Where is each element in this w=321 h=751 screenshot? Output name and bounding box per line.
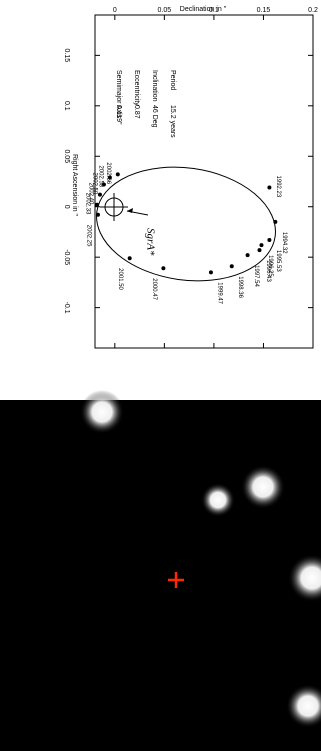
data-point — [161, 266, 165, 270]
x-axis-label: Declination in " — [180, 6, 227, 13]
y-tick-label: 0.05 — [63, 149, 70, 163]
annotation: SgrA* — [144, 228, 156, 256]
sky-image — [0, 400, 321, 751]
data-point — [96, 213, 100, 217]
parameter-label: Inclination — [151, 70, 158, 102]
y-tick-label: 0 — [63, 205, 70, 209]
point-label: 1997.54 — [253, 265, 259, 287]
parameter-value: 0.119" — [115, 105, 122, 125]
data-point — [267, 186, 271, 190]
parameter-label: Period — [169, 70, 176, 90]
x-tick-label: 0 — [113, 7, 117, 14]
parameter-label: Eccentricity — [133, 70, 140, 106]
point-label: 2001.50 — [117, 268, 123, 290]
point-label: 2002.25 — [85, 225, 91, 247]
point-label: 1995.53 — [275, 250, 281, 272]
data-point — [267, 238, 271, 242]
data-point — [98, 193, 102, 197]
x-tick-label: 0.1 — [209, 7, 219, 14]
data-point — [273, 220, 277, 224]
data-point — [128, 256, 132, 260]
point-label: 1992.23 — [275, 176, 281, 198]
data-point — [257, 248, 261, 252]
data-point — [230, 264, 234, 268]
parameter-value: 46 Deg — [151, 105, 158, 128]
point-label: 2002.58 — [97, 165, 103, 187]
data-point — [116, 172, 120, 176]
point-label: 1999.47 — [216, 282, 222, 304]
point-label: 2000.47 — [151, 278, 157, 300]
data-point — [209, 270, 213, 274]
point-label: 2002.50 — [91, 173, 97, 195]
y-tick-label: 0.1 — [63, 101, 70, 111]
page: SgrA* Declination in " Right Ascension i… — [0, 0, 321, 751]
point-label: 1996.43 — [265, 260, 271, 282]
x-tick-label: 0.15 — [257, 7, 271, 14]
data-point — [246, 253, 250, 257]
data-point — [259, 243, 263, 247]
point-label: 2002.66 — [105, 162, 111, 184]
y-tick-label: -0.1 — [63, 302, 70, 314]
y-tick-label: 0.15 — [63, 49, 70, 63]
parameter-value: 0.87 — [133, 105, 140, 119]
data-point — [95, 203, 99, 207]
sgr-a-marker — [100, 193, 148, 221]
parameter-value: 15.2 years — [169, 105, 176, 138]
point-label: 1998.36 — [237, 276, 243, 298]
y-axis-label: Right Ascension in " — [71, 154, 78, 217]
figure: SgrA* Declination in " Right Ascension i… — [0, 0, 321, 751]
x-tick-label: 0.2 — [308, 7, 318, 14]
x-tick-label: 0.05 — [158, 7, 172, 14]
y-tick-label: -0.05 — [63, 249, 70, 265]
